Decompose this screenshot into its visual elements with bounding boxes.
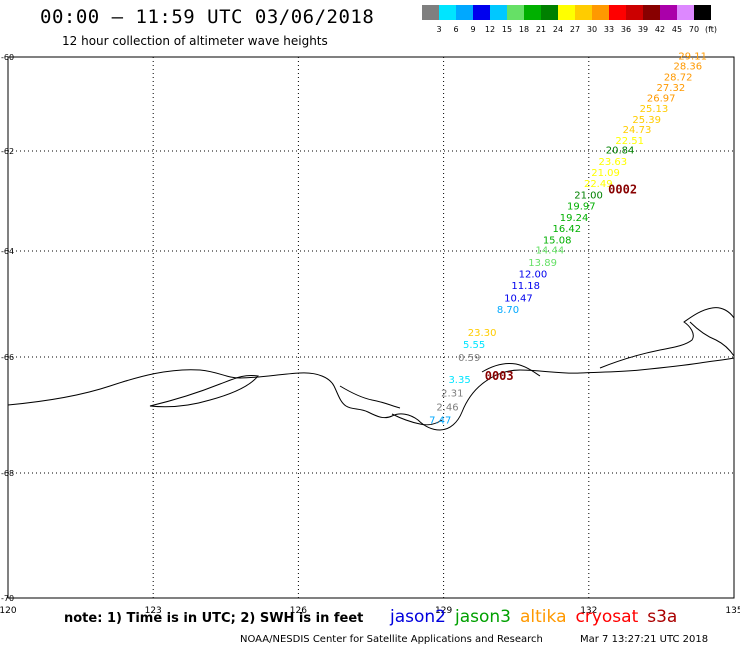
lat-tick-label: -70 — [1, 594, 14, 603]
wave-height-label: 2.31 — [441, 388, 463, 399]
legend-label: 27 — [569, 25, 581, 34]
coastline-segment — [391, 413, 443, 426]
wave-height-label: 27.32 — [657, 83, 686, 94]
legend-swatch — [541, 5, 558, 20]
satellite-legend: jason2 jason3 altika cryosat s3a — [390, 607, 686, 627]
legend-label: 45 — [671, 25, 683, 34]
legend-swatch — [439, 5, 456, 20]
lat-tick-label: -66 — [1, 353, 14, 362]
wave-height-label: 19.24 — [560, 213, 589, 224]
lon-tick-label: 132 — [580, 606, 597, 616]
legend-swatch — [558, 5, 575, 20]
legend-swatch — [575, 5, 592, 20]
wave-height-label: 26.97 — [647, 94, 676, 105]
lon-tick-label: 129 — [435, 606, 452, 616]
coastline-segment — [149, 375, 259, 408]
wave-height-label: 22.51 — [615, 136, 644, 147]
lon-tick-label: 120 — [0, 606, 17, 616]
satellite-name: altika — [520, 607, 567, 627]
map-frame — [7, 56, 735, 599]
lat-tick-label: -64 — [1, 247, 14, 256]
chart-title: 00:00 – 11:59 UTC 03/06/2018 — [40, 6, 375, 28]
legend-label: 30 — [586, 25, 598, 34]
chart-subtitle: 12 hour collection of altimeter wave hei… — [62, 34, 328, 48]
legend-label: 39 — [637, 25, 649, 34]
wave-height-label: 16.42 — [553, 224, 582, 235]
legend-swatch — [643, 5, 660, 20]
legend-swatch — [694, 5, 711, 20]
wave-height-label: 8.70 — [497, 305, 519, 316]
legend-swatch — [456, 5, 473, 20]
wave-height-label: 5.55 — [463, 340, 485, 351]
coastline-segment — [599, 307, 735, 369]
satellite-name: jason3 — [455, 607, 511, 627]
legend-label: 6 — [453, 25, 459, 34]
legend-swatch — [507, 5, 524, 20]
wave-height-label: 15.08 — [543, 236, 572, 247]
wave-height-label: 28.36 — [674, 62, 703, 73]
legend-swatch — [473, 5, 490, 20]
wave-height-label: 2.46 — [436, 402, 458, 413]
wave-height-label: 21.09 — [591, 168, 620, 179]
wave-height-label: 25.13 — [640, 104, 669, 115]
wave-height-label: 22.49 — [584, 179, 613, 190]
footer-note: note: 1) Time is in UTC; 2) SWH is in fe… — [64, 611, 364, 626]
legend-swatch — [524, 5, 541, 20]
wave-height-label: 19.97 — [567, 202, 596, 213]
satellite-name: s3a — [647, 607, 678, 627]
legend-label: 18 — [518, 25, 530, 34]
lat-tick-label: -68 — [1, 469, 14, 478]
wave-height-label: 10.47 — [504, 293, 533, 304]
legend-label: 3 — [436, 25, 442, 34]
wave-height-label: 24.73 — [623, 125, 652, 136]
legend-label: 36 — [620, 25, 632, 34]
credit-line: NOAA/NESDIS Center for Satellite Applica… — [240, 634, 543, 645]
legend-label: 9 — [470, 25, 476, 34]
legend-swatch — [660, 5, 677, 20]
wave-height-label: 29.11 — [678, 51, 707, 62]
coastline-segment — [481, 363, 541, 377]
wave-height-label: 23.30 — [468, 328, 497, 339]
wave-height-label: 20.84 — [606, 146, 635, 157]
generated-timestamp: Mar 7 13:27:21 UTC 2018 — [580, 634, 709, 645]
legend-label: 42 — [654, 25, 666, 34]
wave-height-label: 13.89 — [528, 258, 557, 269]
legend-label: (ft) — [704, 25, 718, 34]
wave-height-label: 12.00 — [519, 270, 548, 281]
legend-swatch — [626, 5, 643, 20]
wave-height-label: 28.72 — [664, 73, 693, 84]
wave-height-label: 3.35 — [448, 375, 470, 386]
legend-label: 70 — [688, 25, 700, 34]
coastline-segment — [689, 321, 735, 357]
pass-id-label: 0003 — [485, 369, 514, 383]
pass-id-label: 0002 — [608, 183, 637, 197]
coastline-segment — [7, 357, 735, 431]
wave-height-label: 14.44 — [536, 246, 565, 257]
lat-tick-label: -60 — [1, 53, 14, 62]
wave-height-label: 7.47 — [429, 416, 451, 427]
wave-height-label: 11.18 — [511, 281, 540, 292]
wave-height-label: 21.00 — [574, 191, 603, 202]
legend-swatch — [422, 5, 439, 20]
legend-label: 24 — [552, 25, 564, 34]
legend-swatch — [490, 5, 507, 20]
legend-label: 33 — [603, 25, 615, 34]
satellite-name: cryosat — [575, 607, 639, 627]
lon-tick-label: 135 — [725, 606, 740, 616]
lat-tick-label: -62 — [1, 147, 14, 156]
wave-height-label: 25.39 — [632, 115, 661, 126]
legend-label: 21 — [535, 25, 547, 34]
legend-swatch — [592, 5, 609, 20]
legend-label: 15 — [501, 25, 513, 34]
wave-height-label: 0.59 — [458, 353, 480, 364]
legend-swatch — [609, 5, 626, 20]
satellite-name: jason2 — [390, 607, 446, 627]
legend-label: 12 — [484, 25, 496, 34]
wave-height-label: 23.63 — [598, 157, 627, 168]
legend-swatch — [677, 5, 694, 20]
lon-tick-label: 123 — [145, 606, 162, 616]
lon-tick-label: 126 — [290, 606, 307, 616]
coastline-segment — [339, 385, 401, 409]
